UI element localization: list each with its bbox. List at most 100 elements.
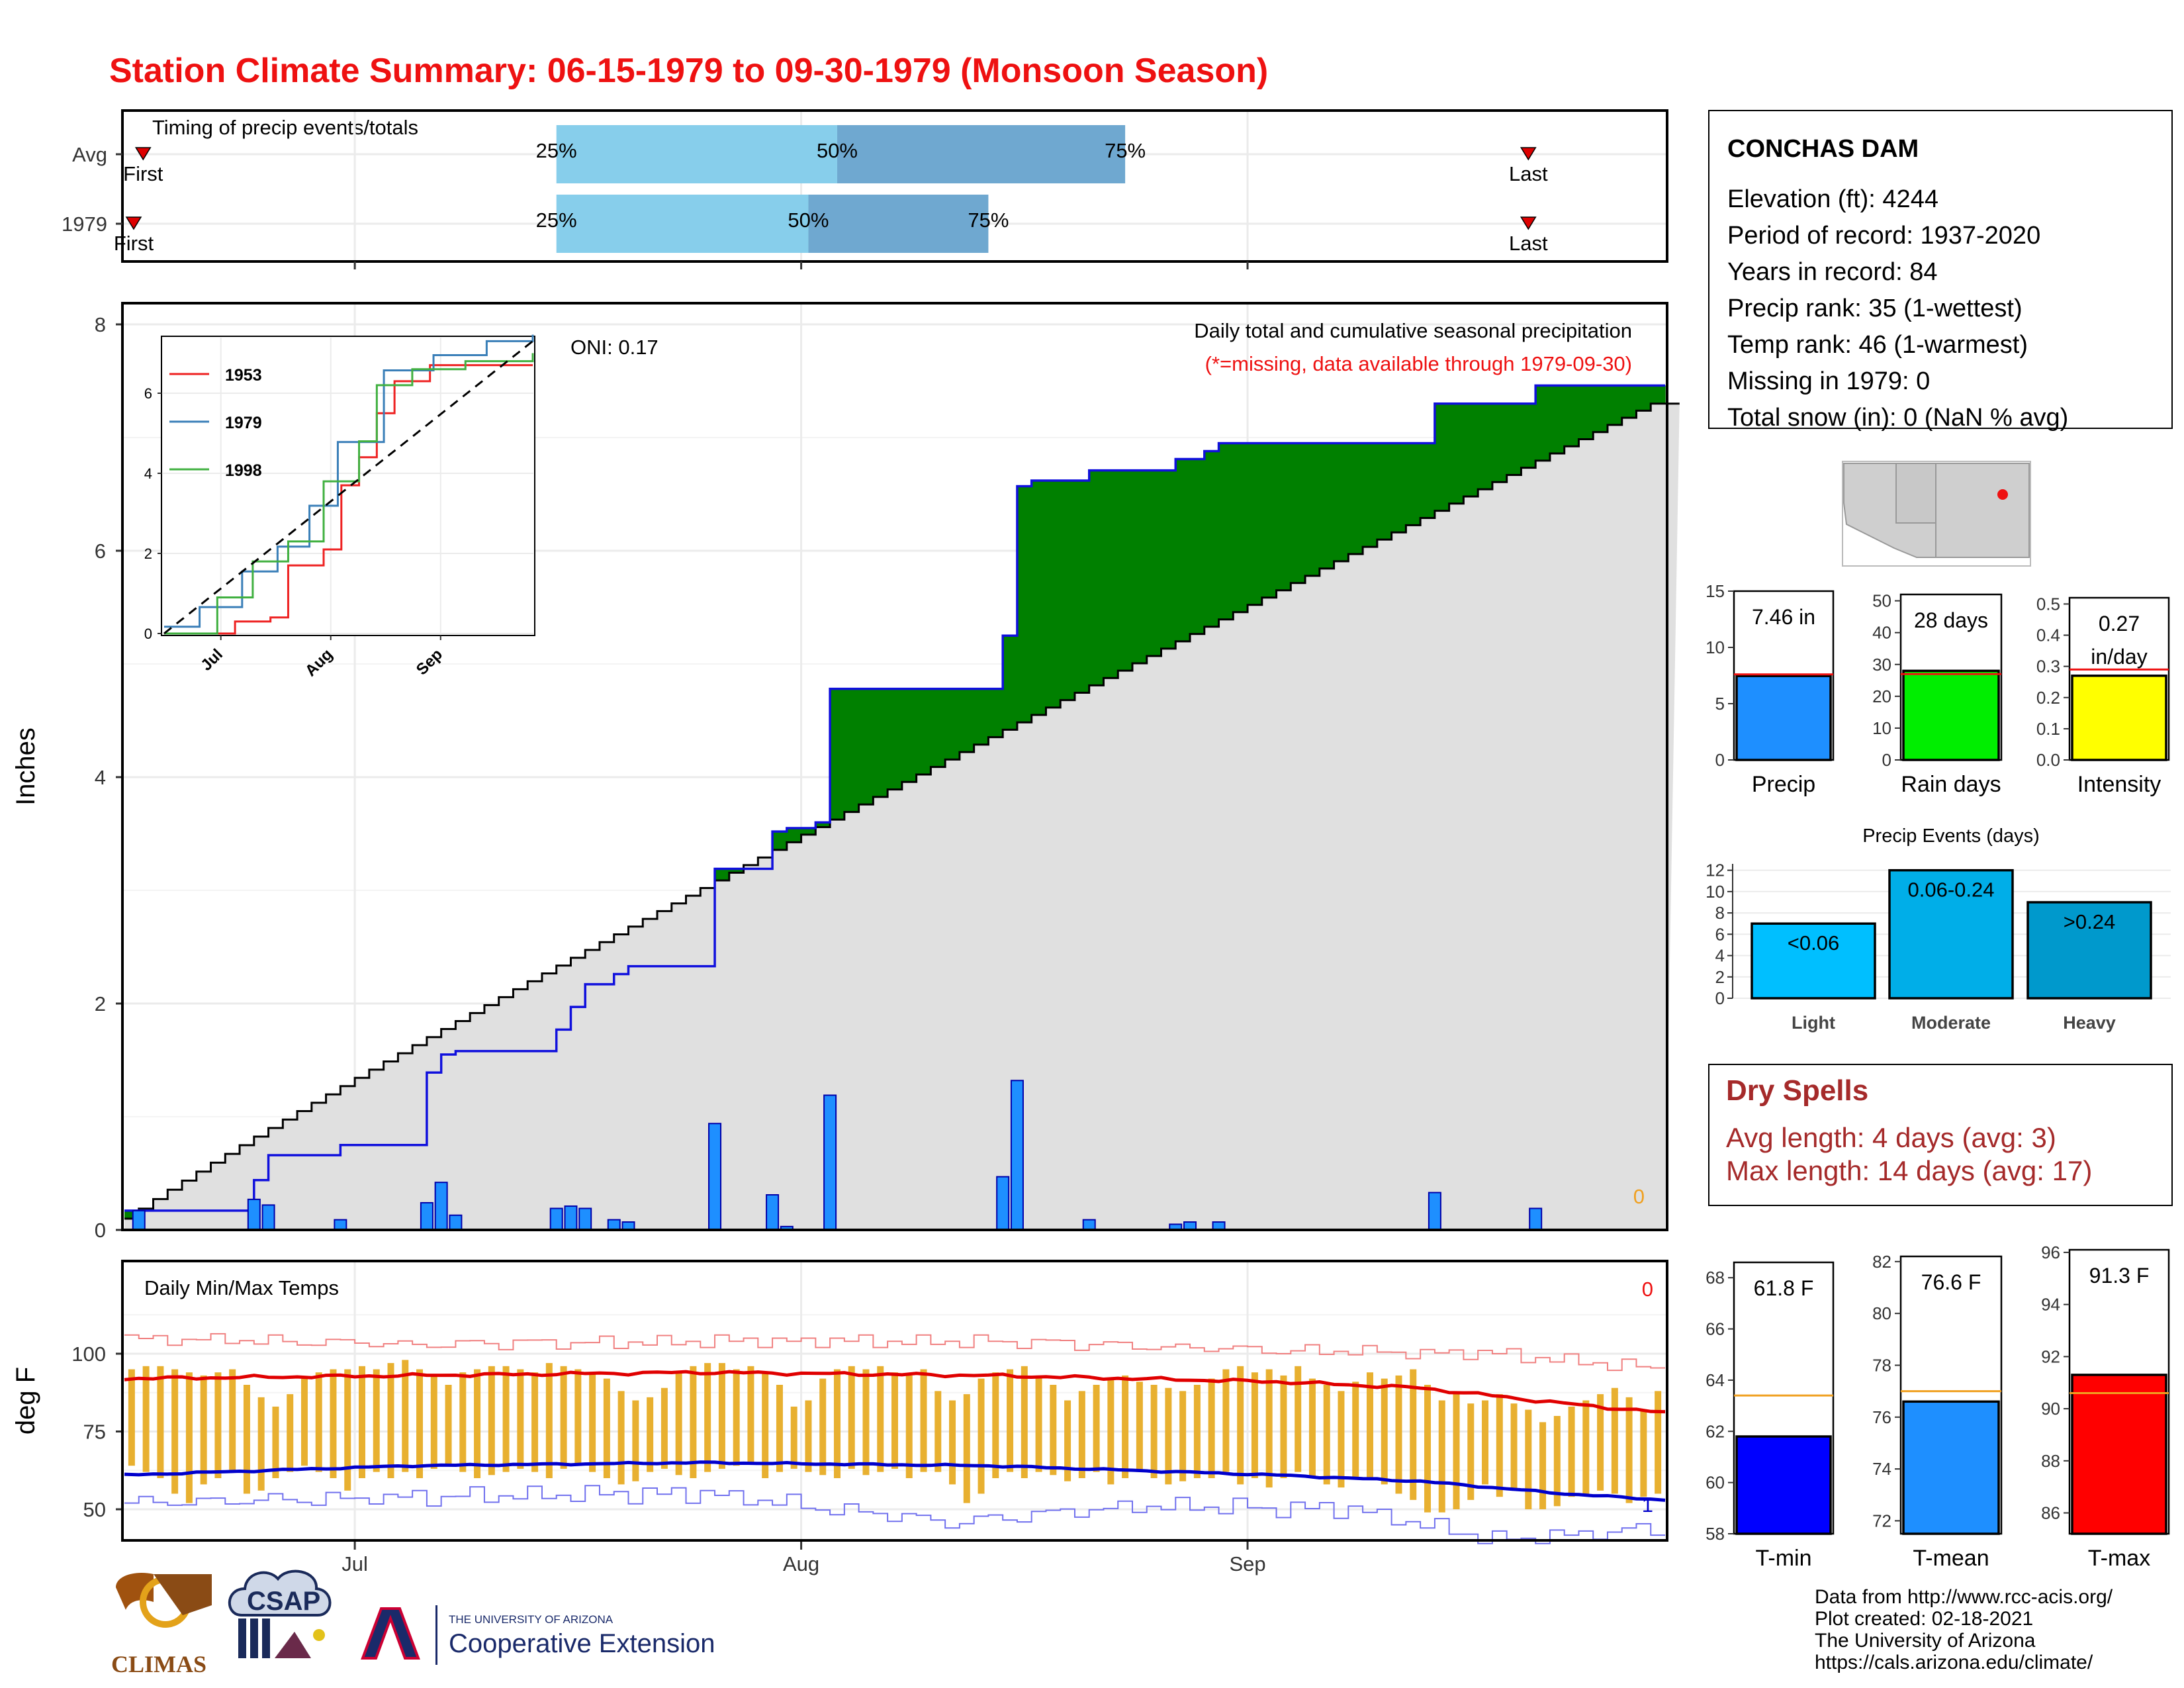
ua-block-a-icon: [361, 1607, 420, 1660]
season-tmax-value-label: 91.3 F: [2089, 1264, 2150, 1288]
precip-above-avg-segment-100: [1564, 385, 1580, 447]
csap-bar-2: [250, 1618, 258, 1658]
timing-row-label-1: 1979: [62, 212, 107, 236]
page-title: Station Climate Summary: 06-15-1979 to 0…: [109, 52, 1268, 90]
daily-precip-bar-1: [247, 1198, 261, 1231]
daily-temp-bar-23: [459, 1372, 467, 1472]
station-box-frame: [1708, 110, 2173, 429]
season-tmean-value-label: 76.6 F: [1921, 1270, 1981, 1294]
season-rain-days-y-tick-label-4: 40: [1872, 623, 1891, 643]
daily-temp-bar-70: [1136, 1382, 1143, 1472]
daily-temp-bar-28: [531, 1372, 539, 1472]
daily-temp-bar-19: [402, 1360, 409, 1472]
precip-cumulative-fills: [124, 384, 1680, 1231]
last-event-marker-1: [1520, 216, 1537, 230]
season-tmax-y-tick-label-3: 92: [2041, 1346, 2060, 1366]
precip-above-avg-segment-53: [887, 688, 903, 790]
precip-above-avg-segment-73: [1175, 459, 1191, 641]
daily-temp-bar-25: [488, 1366, 495, 1476]
daily-temp-bar-76: [1222, 1369, 1230, 1472]
credit-line-0: Data from http://www.rcc-acis.org/: [1815, 1586, 2113, 1608]
daily-temp-bar-2: [157, 1366, 164, 1478]
season-rain-days-value-label: 28 days: [1914, 608, 1988, 632]
daily-temp-bar-6: [214, 1372, 222, 1478]
daily-temp-bar-104: [1625, 1397, 1633, 1503]
daily-temp-bar-67: [1093, 1385, 1100, 1472]
cumulative-1979-step-line: [124, 384, 1665, 1212]
precip-above-avg-segment-78: [1248, 443, 1263, 605]
record-min-temp-line: [124, 1485, 1665, 1544]
daily-temp-bar-27: [517, 1369, 524, 1469]
precip-above-avg-segment-56: [931, 688, 946, 767]
precip-above-avg-segment-67: [1089, 470, 1105, 686]
logos-row: CLIMAS CSAP THE UNIVERSITY OF ARIZONA Co…: [111, 1570, 715, 1677]
daily-temp-bar-20: [416, 1369, 424, 1478]
season-intensity-y-tick-label-5: 0.5: [2036, 594, 2060, 614]
season-intensity-y-tick-label-3: 0.3: [2036, 657, 2060, 677]
precip-y-tick-label-2: 4: [95, 766, 106, 789]
daily-precip-bar-5: [434, 1182, 448, 1231]
precip-above-avg-segment-95: [1492, 403, 1508, 483]
precip-above-avg-segment-62: [1017, 486, 1032, 723]
daily-temp-bar-63: [1035, 1375, 1042, 1472]
daily-temp-bar-103: [1611, 1387, 1618, 1494]
daily-temp-bar-105: [1640, 1409, 1647, 1497]
timing-p25-label-1: 25%: [536, 209, 577, 232]
climas-logo-mark: [116, 1573, 154, 1610]
precip-above-avg-segment-93: [1463, 403, 1479, 496]
station-detail-2: Years in record: 84: [1727, 258, 1938, 286]
daily-temp-bar-98: [1539, 1422, 1547, 1509]
daily-temp-bar-38: [675, 1372, 682, 1476]
season-tmax-y-tick-label-5: 96: [2041, 1243, 2060, 1262]
precip-above-avg-segment-81: [1291, 443, 1306, 583]
daily-temp-bar-57: [949, 1400, 956, 1485]
daily-temp-bar-8: [243, 1385, 250, 1494]
precip-missing-count: 0: [1633, 1185, 1645, 1208]
daily-temp-bar-91: [1438, 1400, 1445, 1513]
precip-panel-frame: [121, 302, 1668, 1231]
daily-temp-bar-7: [229, 1369, 236, 1472]
temp-lines: [124, 1333, 1666, 1544]
temp-y-tick-label-1: 75: [83, 1421, 106, 1444]
precip-events-title: Precip Events (days): [1862, 825, 2040, 847]
season-tmin-y-tick-label-1: 60: [1706, 1473, 1725, 1493]
inset-legend-label-1979: 1979: [225, 414, 262, 432]
season-tmean-category-label: T-mean: [1913, 1546, 1989, 1571]
last-event-label-1: Last: [1509, 232, 1548, 255]
precip-above-avg-segment-104: [1621, 385, 1637, 418]
x-tick-label-1: Aug: [783, 1552, 819, 1575]
daily-temp-bar-35: [632, 1400, 639, 1481]
avg-cumulative-area: [124, 403, 1680, 1231]
events-bar-light: [1751, 922, 1876, 1000]
last-event-marker-0: [1520, 147, 1537, 161]
station-name: CONCHAS DAM: [1727, 135, 1919, 163]
season-tmax-y-tick-label-0: 86: [2041, 1503, 2060, 1523]
precip-above-avg-segment-66: [1074, 480, 1090, 693]
daily-temp-bar-79: [1265, 1369, 1273, 1488]
season-precip-category-label: Precip: [1752, 772, 1815, 797]
events-y-tick-label-4: 8: [1715, 903, 1725, 923]
precip-above-avg-segment-71: [1146, 470, 1162, 656]
events-bar-moderate: [1888, 868, 2014, 1000]
timing-bar-q1-1: [556, 195, 809, 253]
daily-precip-bar-9: [578, 1207, 592, 1231]
daily-temp-bar-73: [1179, 1391, 1187, 1481]
daily-temp-bar-65: [1064, 1400, 1071, 1481]
season-tmax-y-tick-label-2: 90: [2041, 1399, 2060, 1419]
daily-temp-bar-15: [344, 1369, 351, 1491]
daily-precip-bar-23: [1529, 1207, 1543, 1231]
season-tmean-y-tick-label-4: 80: [1872, 1303, 1891, 1323]
season-rain-days-y-tick-label-1: 10: [1872, 718, 1891, 738]
daily-temp-bar-3: [171, 1369, 179, 1494]
season-tmean-y-tick-label-1: 74: [1872, 1459, 1891, 1479]
season-tmax-y-tick-label-1: 88: [2041, 1451, 2060, 1471]
daily-temp-bar-84: [1338, 1391, 1345, 1488]
daily-temp-bar-9: [257, 1397, 265, 1491]
precip-y-ticks: 0 2 4 6 8: [95, 313, 122, 1242]
timing-p50-label-1: 50%: [788, 209, 829, 232]
season-intensity-unit-label: in/day: [2091, 645, 2147, 669]
daily-temp-bar-1: [142, 1366, 150, 1472]
daily-temp-bar-53: [891, 1372, 898, 1469]
events-bar-label-0: <0.06: [1788, 931, 1839, 955]
